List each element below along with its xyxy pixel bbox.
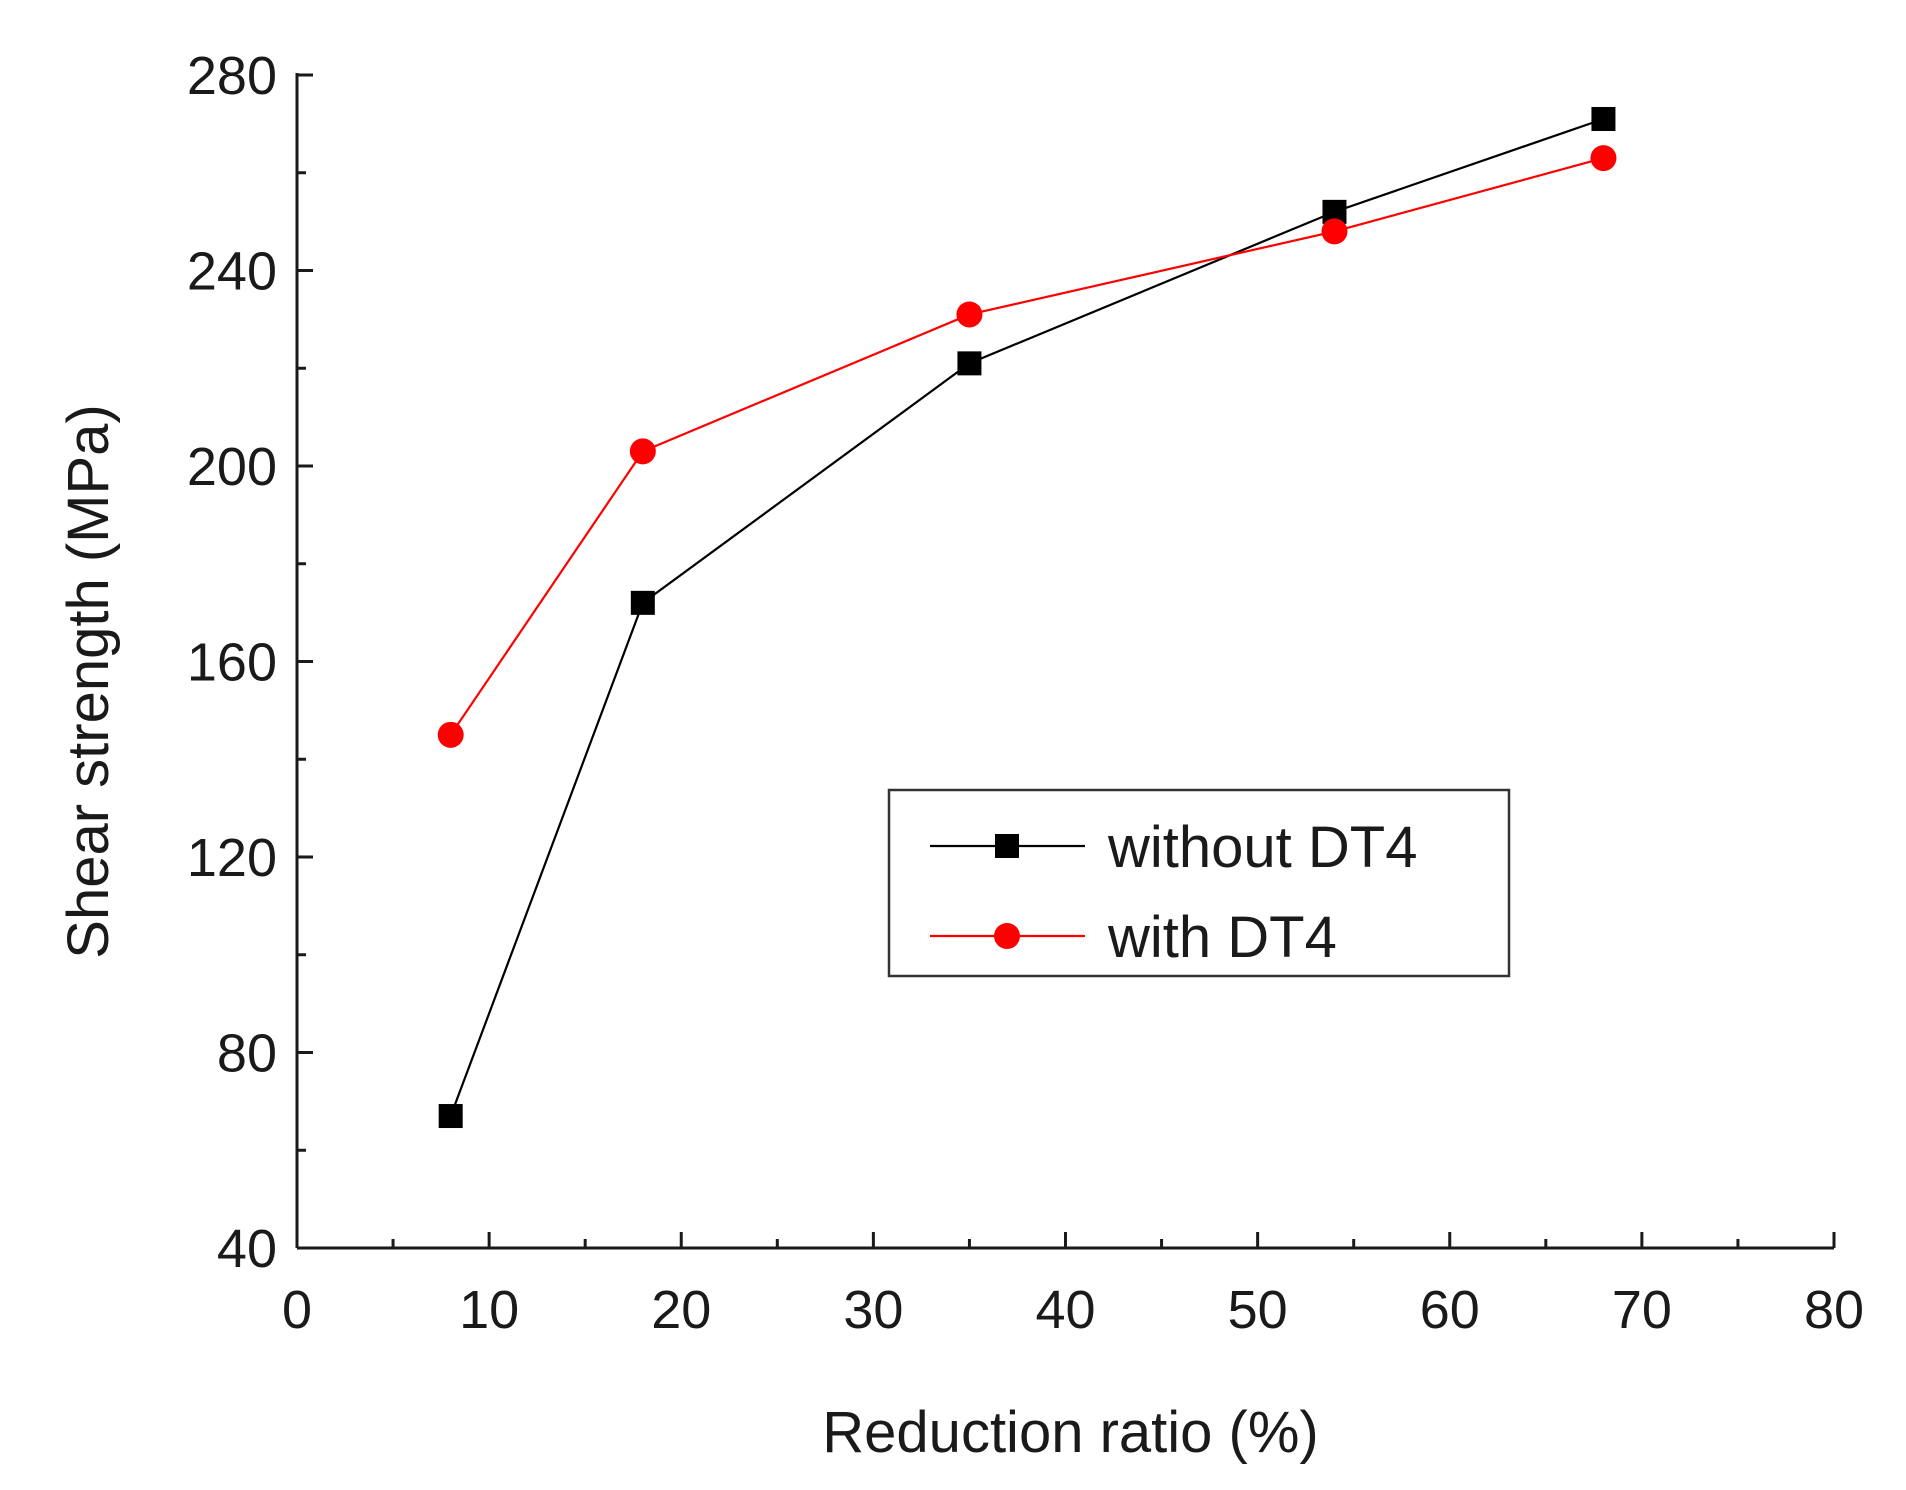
y-axis-title: Shear strength (MPa) xyxy=(56,404,121,958)
x-tick-label: 60 xyxy=(1420,1280,1480,1340)
axes: 0 10 20 30 40 50 60 70 80 40 80 120 160 200 240 280 xyxy=(187,46,1864,1340)
legend-label: without DT4 xyxy=(1107,815,1417,880)
data-point xyxy=(1591,106,1616,131)
x-tick-label: 40 xyxy=(1035,1280,1095,1340)
y-tick-label: 200 xyxy=(187,437,277,497)
data-point xyxy=(629,438,656,465)
y-tick-label: 160 xyxy=(187,633,277,693)
legend-marker xyxy=(995,834,1019,858)
y-tick-label: 120 xyxy=(187,828,277,888)
x-tick-label: 30 xyxy=(843,1280,903,1340)
series-with-dt4 xyxy=(437,145,1617,748)
data-point xyxy=(1321,218,1348,245)
legend-box xyxy=(887,788,1511,978)
data-point xyxy=(630,590,655,615)
x-tick-label: 0 xyxy=(282,1280,312,1340)
legend-marker xyxy=(994,923,1020,949)
x-tick-label: 20 xyxy=(651,1280,711,1340)
data-point xyxy=(438,1104,463,1129)
x-axis-title: Reduction ratio (%) xyxy=(822,1400,1318,1465)
x-tick-label: 80 xyxy=(1804,1280,1864,1340)
data-point xyxy=(956,301,983,328)
x-tick-label: 10 xyxy=(459,1280,519,1340)
data-point xyxy=(437,721,464,748)
series-layer xyxy=(437,106,1617,1129)
y-tick-label: 40 xyxy=(217,1219,277,1279)
y-tick-label: 80 xyxy=(217,1024,277,1084)
legend-label: with DT4 xyxy=(1107,905,1337,970)
y-tick-label: 280 xyxy=(187,46,277,106)
x-tick-label: 50 xyxy=(1228,1280,1288,1340)
data-point xyxy=(957,351,982,376)
data-point xyxy=(1590,145,1617,172)
y-tick-label: 240 xyxy=(187,242,277,302)
legend: without DT4 with DT4 xyxy=(887,788,1511,978)
x-tick-label: 70 xyxy=(1612,1280,1672,1340)
